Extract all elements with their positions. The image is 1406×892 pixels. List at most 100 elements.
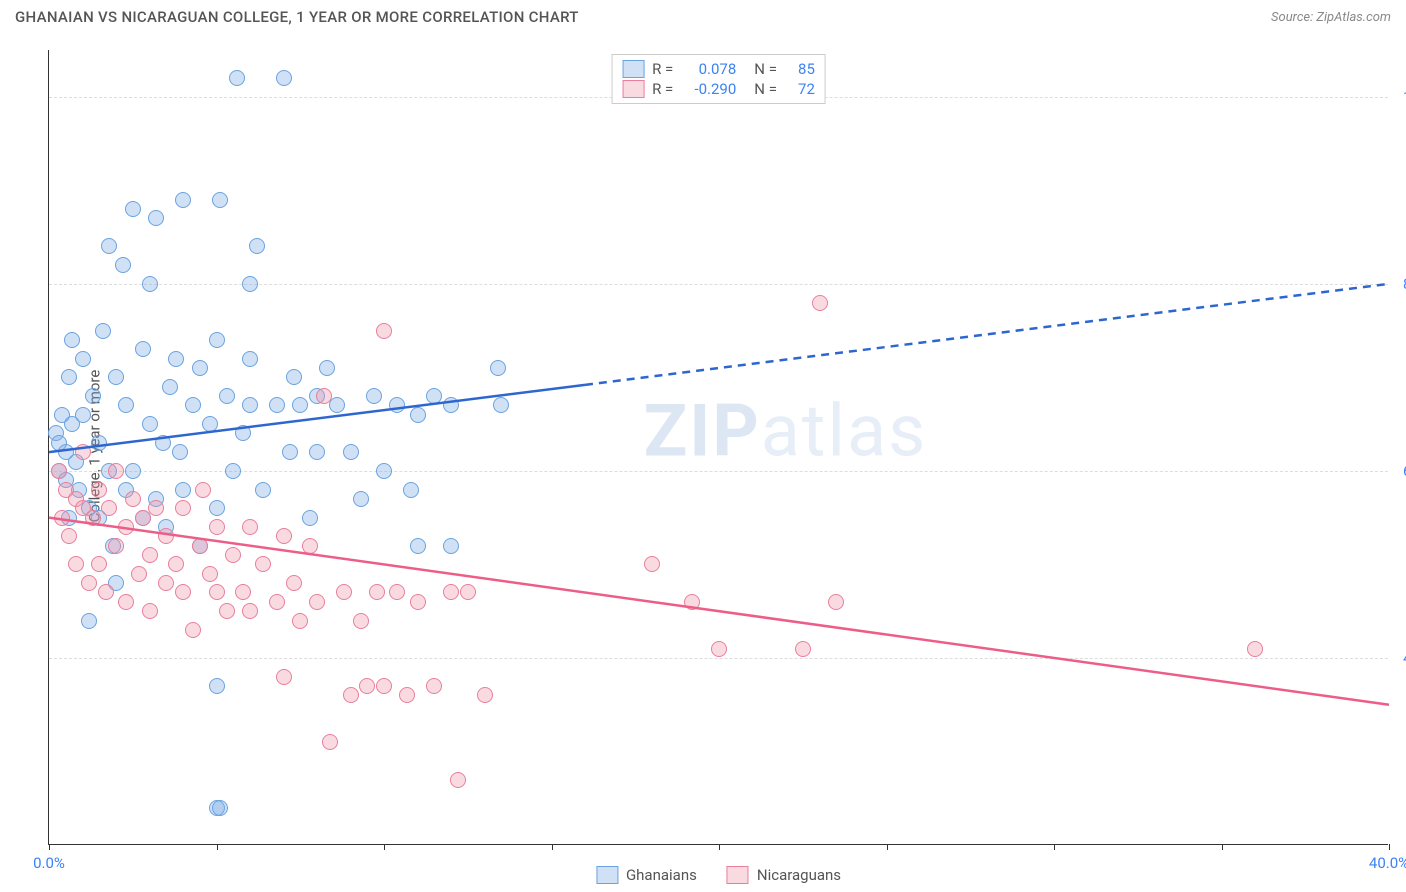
scatter-point bbox=[172, 444, 188, 460]
scatter-point bbox=[276, 528, 292, 544]
scatter-point bbox=[148, 210, 164, 226]
scatter-point bbox=[118, 519, 134, 535]
n-label: N = bbox=[754, 60, 777, 78]
scatter-point bbox=[812, 295, 828, 311]
scatter-point bbox=[51, 463, 67, 479]
scatter-point bbox=[242, 519, 258, 535]
scatter-point bbox=[403, 482, 419, 498]
n-value: 85 bbox=[785, 60, 815, 78]
scatter-point bbox=[108, 369, 124, 385]
scatter-point bbox=[192, 538, 208, 554]
scatter-point bbox=[353, 491, 369, 507]
scatter-point bbox=[376, 323, 392, 339]
scatter-point bbox=[477, 687, 493, 703]
scatter-point bbox=[142, 603, 158, 619]
scatter-point bbox=[115, 257, 131, 273]
scatter-point bbox=[98, 584, 114, 600]
scatter-point bbox=[255, 556, 271, 572]
scatter-point bbox=[125, 463, 141, 479]
legend-label: Nicaraguans bbox=[757, 866, 841, 884]
scatter-point bbox=[353, 613, 369, 629]
legend-swatch bbox=[596, 866, 618, 884]
scatter-point bbox=[255, 482, 271, 498]
scatter-point bbox=[229, 70, 245, 86]
legend-item: Ghanaians bbox=[596, 866, 697, 884]
scatter-point bbox=[235, 425, 251, 441]
legend-series: Ghanaians Nicaraguans bbox=[596, 866, 841, 884]
scatter-point bbox=[158, 528, 174, 544]
watermark-light: atlas bbox=[761, 389, 928, 474]
scatter-point bbox=[242, 603, 258, 619]
scatter-point bbox=[175, 584, 191, 600]
scatter-point bbox=[81, 575, 97, 591]
scatter-point bbox=[376, 463, 392, 479]
scatter-point bbox=[644, 556, 660, 572]
y-tick-label: 40.0% bbox=[1393, 649, 1406, 667]
r-value: -0.290 bbox=[681, 80, 736, 98]
r-value: 0.078 bbox=[681, 60, 736, 78]
scatter-point bbox=[61, 369, 77, 385]
scatter-point bbox=[493, 397, 509, 413]
x-tick bbox=[217, 844, 218, 850]
scatter-point bbox=[443, 584, 459, 600]
x-tick-label: 0.0% bbox=[33, 854, 65, 872]
scatter-point bbox=[460, 584, 476, 600]
scatter-point bbox=[322, 734, 338, 750]
source-credit: Source: ZipAtlas.com bbox=[1271, 10, 1391, 25]
scatter-point bbox=[158, 575, 174, 591]
scatter-point bbox=[219, 603, 235, 619]
x-tick bbox=[887, 844, 888, 850]
scatter-point bbox=[235, 584, 251, 600]
scatter-point bbox=[185, 397, 201, 413]
scatter-point bbox=[209, 332, 225, 348]
scatter-chart: ZIPatlas R =0.078N =85R =-0.290N =72 Gha… bbox=[48, 50, 1388, 845]
scatter-point bbox=[336, 584, 352, 600]
scatter-point bbox=[135, 341, 151, 357]
scatter-point bbox=[242, 351, 258, 367]
scatter-point bbox=[108, 463, 124, 479]
scatter-point bbox=[490, 360, 506, 376]
scatter-point bbox=[302, 538, 318, 554]
scatter-point bbox=[795, 641, 811, 657]
r-label: R = bbox=[652, 60, 673, 78]
legend-label: Ghanaians bbox=[626, 866, 697, 884]
scatter-point bbox=[269, 397, 285, 413]
scatter-point bbox=[329, 397, 345, 413]
scatter-point bbox=[410, 407, 426, 423]
scatter-point bbox=[168, 351, 184, 367]
scatter-point bbox=[142, 416, 158, 432]
x-tick bbox=[1389, 844, 1390, 850]
scatter-point bbox=[175, 482, 191, 498]
scatter-point bbox=[95, 323, 111, 339]
scatter-point bbox=[118, 594, 134, 610]
scatter-point bbox=[64, 332, 80, 348]
scatter-point bbox=[148, 500, 164, 516]
scatter-point bbox=[68, 556, 84, 572]
scatter-point bbox=[108, 538, 124, 554]
scatter-point bbox=[269, 594, 285, 610]
scatter-point bbox=[828, 594, 844, 610]
scatter-point bbox=[276, 70, 292, 86]
trend-lines-layer bbox=[49, 50, 1388, 844]
scatter-point bbox=[684, 594, 700, 610]
scatter-point bbox=[212, 800, 228, 816]
scatter-point bbox=[75, 407, 91, 423]
legend-swatch bbox=[727, 866, 749, 884]
scatter-point bbox=[118, 397, 134, 413]
scatter-point bbox=[711, 641, 727, 657]
scatter-point bbox=[162, 379, 178, 395]
scatter-point bbox=[81, 613, 97, 629]
watermark-bold: ZIP bbox=[644, 389, 761, 474]
scatter-point bbox=[125, 491, 141, 507]
scatter-point bbox=[125, 201, 141, 217]
scatter-point bbox=[142, 547, 158, 563]
scatter-point bbox=[175, 500, 191, 516]
x-tick bbox=[384, 844, 385, 850]
scatter-point bbox=[209, 500, 225, 516]
y-tick-label: 60.0% bbox=[1393, 462, 1406, 480]
scatter-point bbox=[101, 500, 117, 516]
legend-swatch bbox=[622, 60, 644, 78]
scatter-point bbox=[91, 482, 107, 498]
scatter-point bbox=[426, 678, 442, 694]
watermark: ZIPatlas bbox=[644, 389, 928, 474]
